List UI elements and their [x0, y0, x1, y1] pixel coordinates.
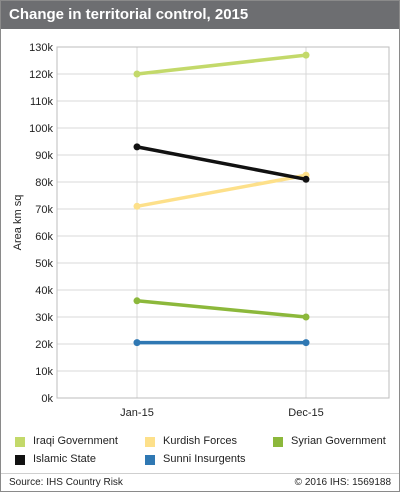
- gridlines: [57, 46, 389, 399]
- data-point-sunni-insurgents: [302, 339, 310, 347]
- y-tick-label: 90k: [35, 150, 53, 162]
- series-line-islamic-state: [135, 145, 308, 182]
- copyright-note: © 2016 IHS: 1569188: [294, 477, 391, 488]
- plot-border: [56, 46, 390, 399]
- data-point-kurdish-forces: [133, 202, 141, 210]
- legend-label: Kurdish Forces: [163, 435, 237, 447]
- data-point-iraqi-government: [302, 51, 310, 59]
- footer-divider: [1, 473, 399, 474]
- chart-title: Change in territorial control, 2015: [9, 6, 249, 23]
- series-line-kurdish-forces: [135, 173, 308, 209]
- y-tick-label: 130k: [29, 42, 53, 54]
- data-point-syrian-government: [133, 297, 141, 305]
- data-point-sunni-insurgents: [133, 339, 141, 347]
- legend-swatch: [273, 437, 283, 447]
- y-tick-label: 10k: [35, 366, 53, 378]
- chart-header: Change in territorial control, 2015: [1, 1, 399, 29]
- y-tick-label: 70k: [35, 204, 53, 216]
- data-point-iraqi-government: [133, 70, 141, 78]
- legend-swatch: [145, 455, 155, 465]
- legend-label: Sunni Insurgents: [163, 453, 246, 465]
- y-tick-label: 110k: [30, 96, 54, 108]
- y-tick-label: 60k: [35, 231, 53, 243]
- y-tick-label: 20k: [35, 339, 53, 351]
- series-line-iraqi-government: [135, 53, 308, 76]
- y-tick-label: 30k: [35, 312, 53, 324]
- legend-label: Syrian Government: [291, 435, 386, 447]
- legend-swatch: [145, 437, 155, 447]
- source-note: Source: IHS Country Risk: [9, 477, 123, 488]
- series-lines: [133, 51, 310, 347]
- y-axis-label: Area km sq: [12, 195, 24, 251]
- legend-label: Iraqi Government: [33, 435, 118, 447]
- y-tick-label: 0k: [41, 393, 53, 405]
- legend-swatch: [15, 455, 25, 465]
- y-tick-label: 120k: [29, 69, 53, 81]
- y-tick-label: 100k: [29, 123, 53, 135]
- data-point-syrian-government: [302, 313, 310, 321]
- legend-label: Islamic State: [33, 453, 96, 465]
- y-tick-label: 40k: [35, 285, 53, 297]
- legend-swatch: [15, 437, 25, 447]
- data-point-islamic-state: [302, 175, 310, 183]
- line-chart: 0k 10k 20k 30k 40k 50k 60k 70k 80k 90k 100k 110k 120…: [12, 42, 390, 419]
- x-tick-label: Dec-15: [288, 407, 323, 419]
- series-line-syrian-government: [135, 299, 308, 319]
- y-tick-label: 50k: [35, 258, 53, 270]
- axes: 0k 10k 20k 30k 40k 50k 60k 70k 80k 90k 100k 110k 120…: [12, 42, 390, 419]
- y-tick-label: 80k: [35, 177, 53, 189]
- x-tick-label: Jan-15: [120, 407, 154, 419]
- data-point-islamic-state: [133, 143, 141, 151]
